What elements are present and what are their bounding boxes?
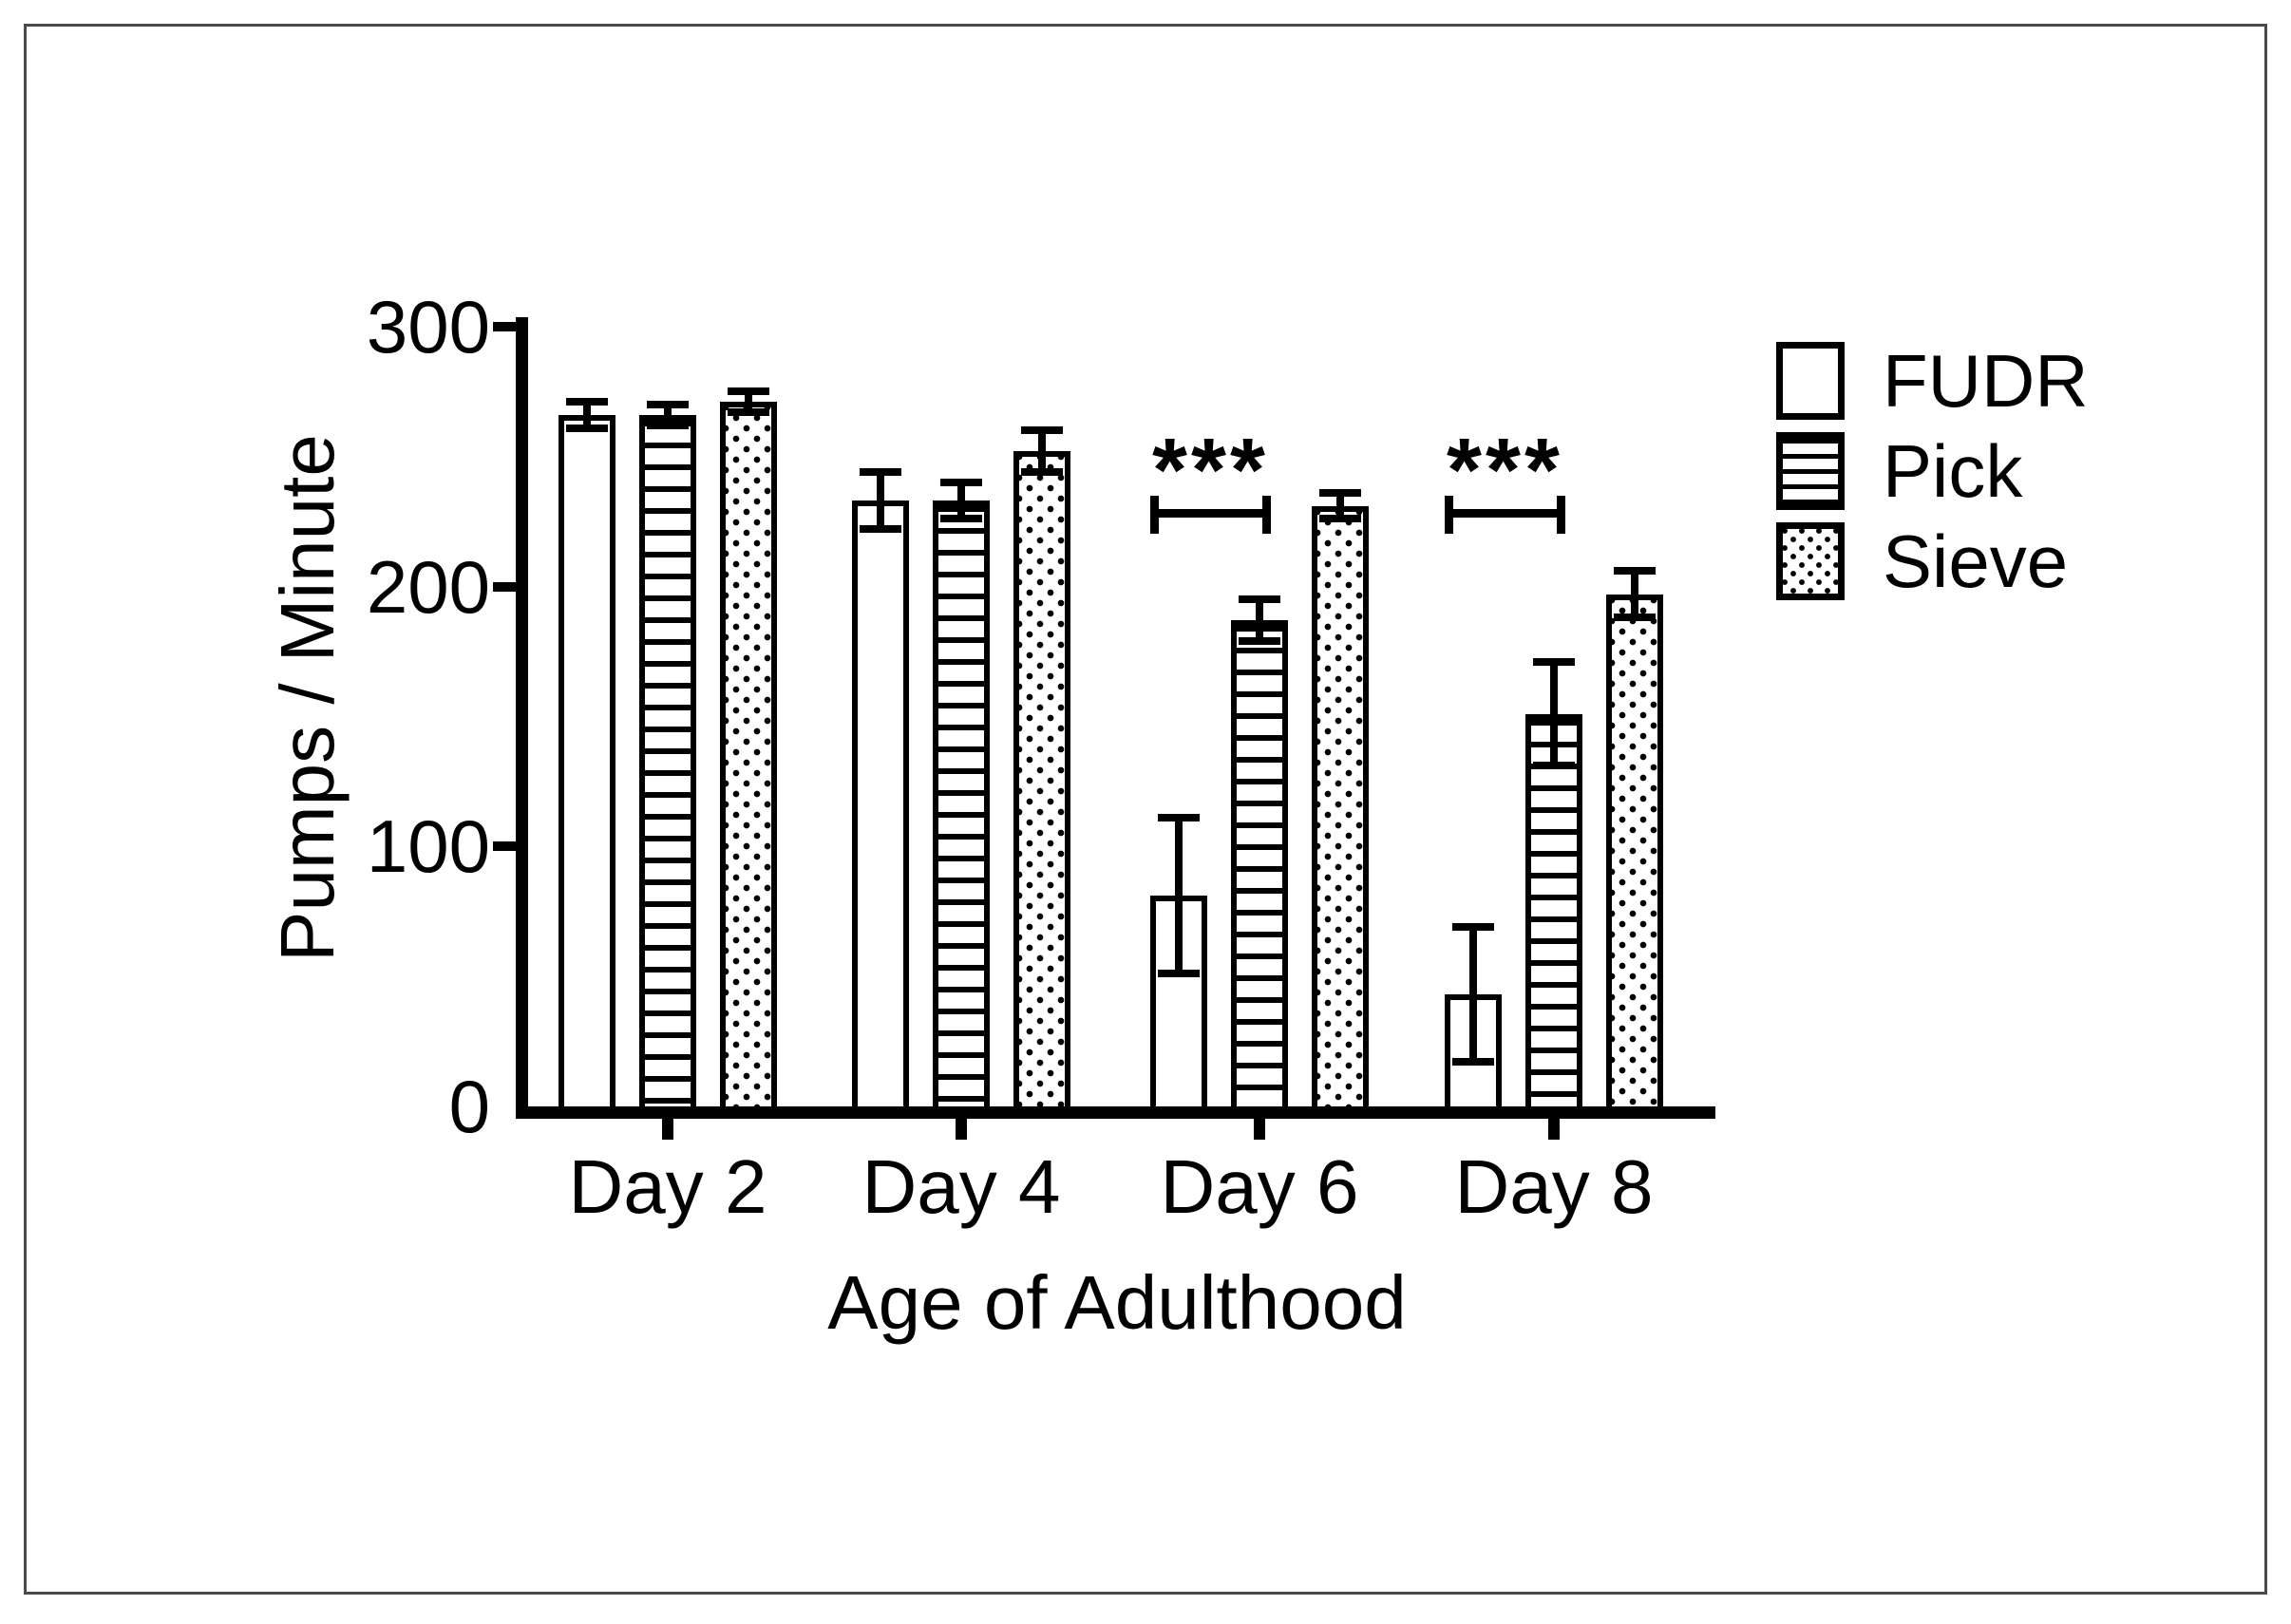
bar-sieve-day-4 xyxy=(1013,451,1070,1114)
legend-entry-fudr: FUDR xyxy=(1776,342,2089,420)
error-bar-cap-bottom-fudr-1 xyxy=(566,424,608,432)
legend-swatch-fudr xyxy=(1776,342,1845,420)
bar-pick-day-6 xyxy=(1231,620,1288,1114)
error-bar-cap-top-fudr-3 xyxy=(1158,814,1200,822)
error-bar-cap-top-pick-4 xyxy=(1533,657,1575,666)
legend-label-fudr: FUDR xyxy=(1883,339,2089,423)
x-axis-line xyxy=(516,1106,1715,1119)
significance-stars-2: *** xyxy=(1447,420,1563,520)
bar-fudr-day-2 xyxy=(559,414,615,1114)
bar-fudr-day-4 xyxy=(852,500,909,1114)
y-tick-100 xyxy=(493,841,516,852)
error-bar-cap-top-fudr-2 xyxy=(860,468,901,477)
error-bar-cap-top-sieve-1 xyxy=(728,387,769,396)
significance-bracket-right-cap-2 xyxy=(1557,496,1565,534)
error-bar-cap-top-pick-1 xyxy=(647,401,689,408)
bar-sieve-day-2 xyxy=(720,402,777,1114)
error-bar-stem-sieve-2 xyxy=(1038,430,1046,473)
error-bar-stem-fudr-4 xyxy=(1469,927,1477,1063)
y-axis-line xyxy=(516,317,528,1119)
error-bar-cap-top-pick-2 xyxy=(940,479,982,487)
y-tick-label-200: 200 xyxy=(366,544,490,629)
x-tick-1 xyxy=(662,1119,673,1140)
y-tick-label-300: 300 xyxy=(366,284,490,368)
significance-bracket-left-cap-2 xyxy=(1445,496,1453,534)
bar-sieve-day-6 xyxy=(1312,505,1369,1114)
significance-bracket-line-2 xyxy=(1445,509,1565,518)
error-bar-cap-bottom-pick-2 xyxy=(940,515,982,523)
error-bar-cap-top-sieve-4 xyxy=(1614,567,1656,576)
legend: FUDR Pick Sieve xyxy=(1776,342,2089,613)
error-bar-cap-top-pick-3 xyxy=(1239,595,1280,604)
error-bar-cap-bottom-sieve-1 xyxy=(728,408,769,417)
error-bar-stem-sieve-3 xyxy=(1336,493,1344,519)
significance-stars-1: *** xyxy=(1152,420,1269,520)
x-tick-4 xyxy=(1548,1119,1560,1140)
bar-pick-day-8 xyxy=(1525,713,1582,1114)
error-bar-cap-bottom-fudr-2 xyxy=(860,525,901,534)
significance-bracket-left-cap-1 xyxy=(1150,496,1159,534)
significance-bracket-line-1 xyxy=(1150,509,1271,518)
error-bar-cap-bottom-fudr-3 xyxy=(1158,970,1200,978)
y-tick-300 xyxy=(493,321,516,331)
error-bar-cap-top-sieve-2 xyxy=(1021,426,1063,435)
error-bar-cap-top-fudr-1 xyxy=(566,398,608,406)
error-bar-stem-fudr-1 xyxy=(583,402,591,428)
error-bar-cap-bottom-pick-1 xyxy=(647,421,689,429)
error-bar-stem-fudr-2 xyxy=(877,472,884,530)
y-tick-label-100: 100 xyxy=(366,804,490,889)
legend-label-sieve: Sieve xyxy=(1883,519,2069,603)
error-bar-stem-pick-3 xyxy=(1256,599,1263,642)
x-tick-3 xyxy=(1254,1119,1265,1140)
error-bar-cap-top-fudr-4 xyxy=(1452,923,1494,932)
bar-pick-day-4 xyxy=(933,500,990,1114)
error-bar-cap-bottom-fudr-4 xyxy=(1452,1058,1494,1067)
legend-entry-sieve: Sieve xyxy=(1776,522,2089,600)
error-bar-cap-bottom-sieve-4 xyxy=(1614,614,1656,622)
error-bar-cap-bottom-sieve-3 xyxy=(1319,515,1361,523)
error-bar-stem-pick-4 xyxy=(1550,661,1558,766)
error-bar-stem-sieve-4 xyxy=(1631,571,1638,618)
error-bar-stem-fudr-3 xyxy=(1175,818,1183,974)
bar-sieve-day-8 xyxy=(1606,594,1663,1114)
legend-label-pick: Pick xyxy=(1883,429,2023,513)
legend-swatch-sieve xyxy=(1776,522,1845,600)
y-axis-title: Pumps / Minute xyxy=(265,434,350,962)
x-tick-label-2: Day 4 xyxy=(861,1144,1061,1229)
bar-pick-day-2 xyxy=(639,414,696,1114)
error-bar-cap-top-sieve-3 xyxy=(1319,489,1361,498)
x-tick-label-1: Day 2 xyxy=(568,1144,767,1229)
error-bar-cap-bottom-pick-3 xyxy=(1239,637,1280,646)
figure-border-frame xyxy=(24,24,2267,1595)
legend-swatch-pick xyxy=(1776,432,1845,510)
error-bar-stem-pick-1 xyxy=(664,405,672,425)
error-bar-cap-bottom-pick-4 xyxy=(1533,762,1575,770)
x-axis-title: Age of Adulthood xyxy=(827,1260,1407,1345)
y-tick-label-0: 0 xyxy=(448,1065,490,1148)
error-bar-cap-bottom-sieve-2 xyxy=(1021,468,1063,477)
error-bar-stem-sieve-1 xyxy=(745,391,752,413)
x-tick-label-3: Day 6 xyxy=(1160,1144,1359,1229)
significance-bracket-right-cap-1 xyxy=(1262,496,1271,534)
y-tick-200 xyxy=(493,581,516,592)
x-tick-2 xyxy=(956,1119,967,1140)
error-bar-stem-pick-2 xyxy=(957,482,965,519)
legend-entry-pick: Pick xyxy=(1776,432,2089,510)
x-tick-label-4: Day 8 xyxy=(1454,1144,1654,1229)
